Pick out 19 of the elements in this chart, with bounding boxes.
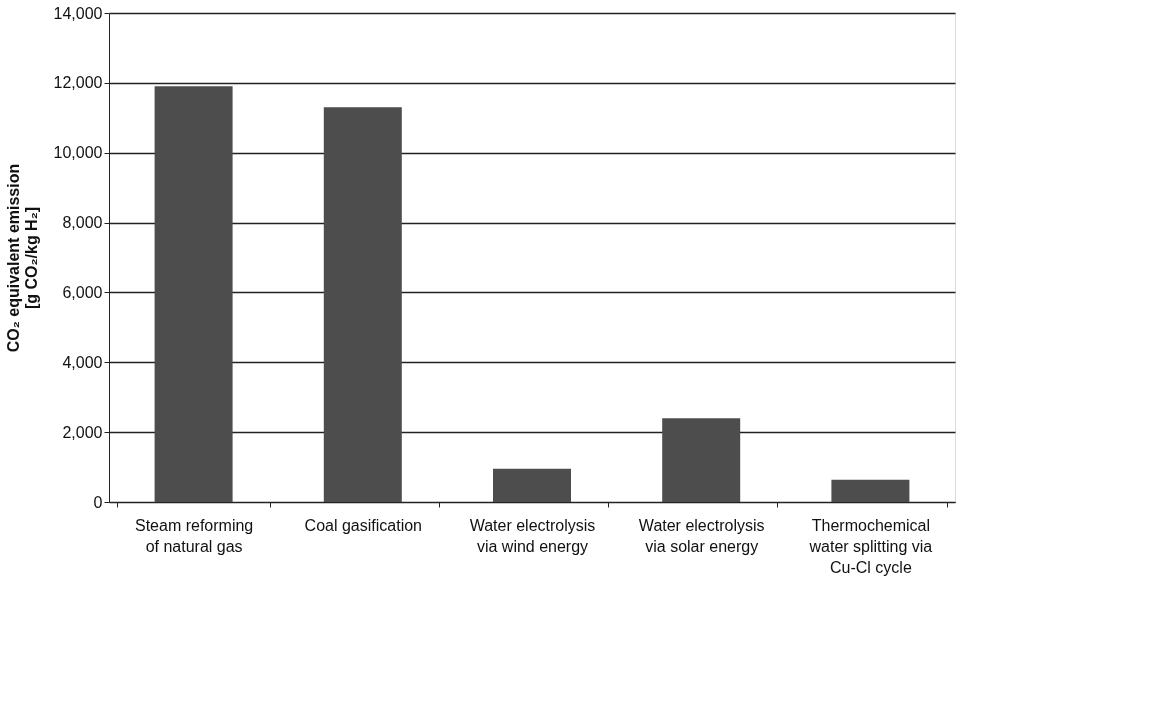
y-tick-label: 14,000 — [53, 4, 103, 22]
bar — [831, 479, 910, 502]
x-tick-label: Coal gasification — [304, 516, 422, 534]
y-tick-label: 12,000 — [53, 74, 103, 92]
y-tick-label: 6,000 — [62, 283, 103, 301]
x-tick-label: Steam reforming of natural gas — [134, 516, 254, 555]
bar — [154, 86, 233, 502]
bar — [662, 418, 741, 502]
y-tick-label: 4,000 — [62, 353, 103, 371]
y-axis-title: CO₂ equivalent emission [g CO₂/kg H₂] — [4, 163, 40, 353]
x-tick-label: Water electrolysis via solar energy — [638, 516, 765, 555]
bar — [323, 107, 402, 502]
y-tick-label: 10,000 — [53, 144, 103, 162]
x-tick-label: Water electrolysis via wind energy — [469, 516, 596, 555]
y-tick-label: 0 — [93, 493, 103, 511]
y-tick-label: 2,000 — [62, 423, 103, 441]
x-tick-label: Thermochemical water splitting via Cu-Cl cycle — [808, 516, 933, 576]
bar — [493, 468, 571, 502]
y-tick-label: 8,000 — [62, 214, 103, 232]
